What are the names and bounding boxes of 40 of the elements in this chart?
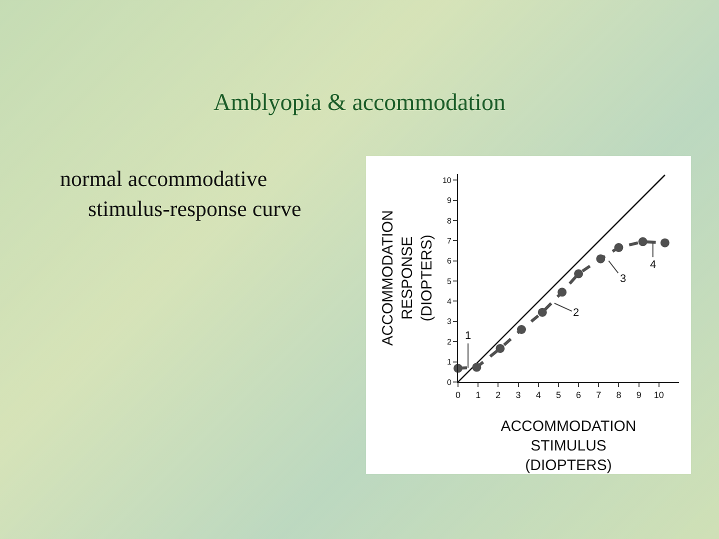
point bbox=[496, 344, 505, 353]
x-axis-title: ACCOMMODATION STIMULUS (DIOPTERS) bbox=[500, 418, 636, 474]
y-tick-label: 10 bbox=[442, 176, 452, 185]
point bbox=[574, 269, 584, 278]
point bbox=[660, 238, 670, 248]
annotation: 2 bbox=[573, 307, 580, 319]
y-axis-title: ACCOMMODATION RESPONSE (DIOPTERS) bbox=[380, 210, 436, 346]
y-tick-label: 2 bbox=[446, 337, 452, 346]
x-tick-label: 1 bbox=[476, 390, 481, 400]
point bbox=[516, 325, 526, 334]
x-tick-label: 9 bbox=[636, 390, 642, 400]
y-tick-label: 6 bbox=[446, 256, 452, 266]
y-tick-label: 5 bbox=[446, 276, 452, 286]
y-tick-label: 8 bbox=[446, 216, 452, 226]
x-tick-label: 4 bbox=[536, 390, 541, 400]
y-tick-label: 9 bbox=[446, 196, 452, 206]
annotation: 4 bbox=[650, 259, 656, 271]
point bbox=[558, 288, 567, 297]
x-tick-label: 2 bbox=[496, 390, 501, 400]
y-tick-label: 7 bbox=[446, 236, 452, 246]
x-tick-label: 3 bbox=[516, 390, 521, 400]
point bbox=[472, 362, 482, 372]
x-tick-label: 7 bbox=[596, 390, 602, 400]
point bbox=[596, 254, 606, 264]
text: normal accommodative stimulus-response curve bbox=[60, 166, 302, 221]
point bbox=[614, 243, 624, 252]
chart-title: Amblyopia & accommodation bbox=[212, 90, 506, 117]
x-tick-label: 0 bbox=[455, 390, 461, 400]
point bbox=[538, 308, 547, 317]
annotation: 3 bbox=[620, 273, 626, 285]
y-tick-label: 1 bbox=[446, 358, 452, 367]
point bbox=[638, 237, 648, 246]
y-tick-label: 3 bbox=[446, 317, 452, 326]
annotation: 1 bbox=[465, 330, 472, 342]
x-tick-label: 5 bbox=[556, 390, 561, 400]
y-tick-label: 4 bbox=[446, 297, 452, 306]
x-tick-label: 6 bbox=[576, 390, 582, 400]
x-tick-label: 8 bbox=[616, 390, 622, 400]
x-tick-label: 10 bbox=[654, 390, 664, 400]
y-tick-label: 0 bbox=[446, 378, 452, 387]
